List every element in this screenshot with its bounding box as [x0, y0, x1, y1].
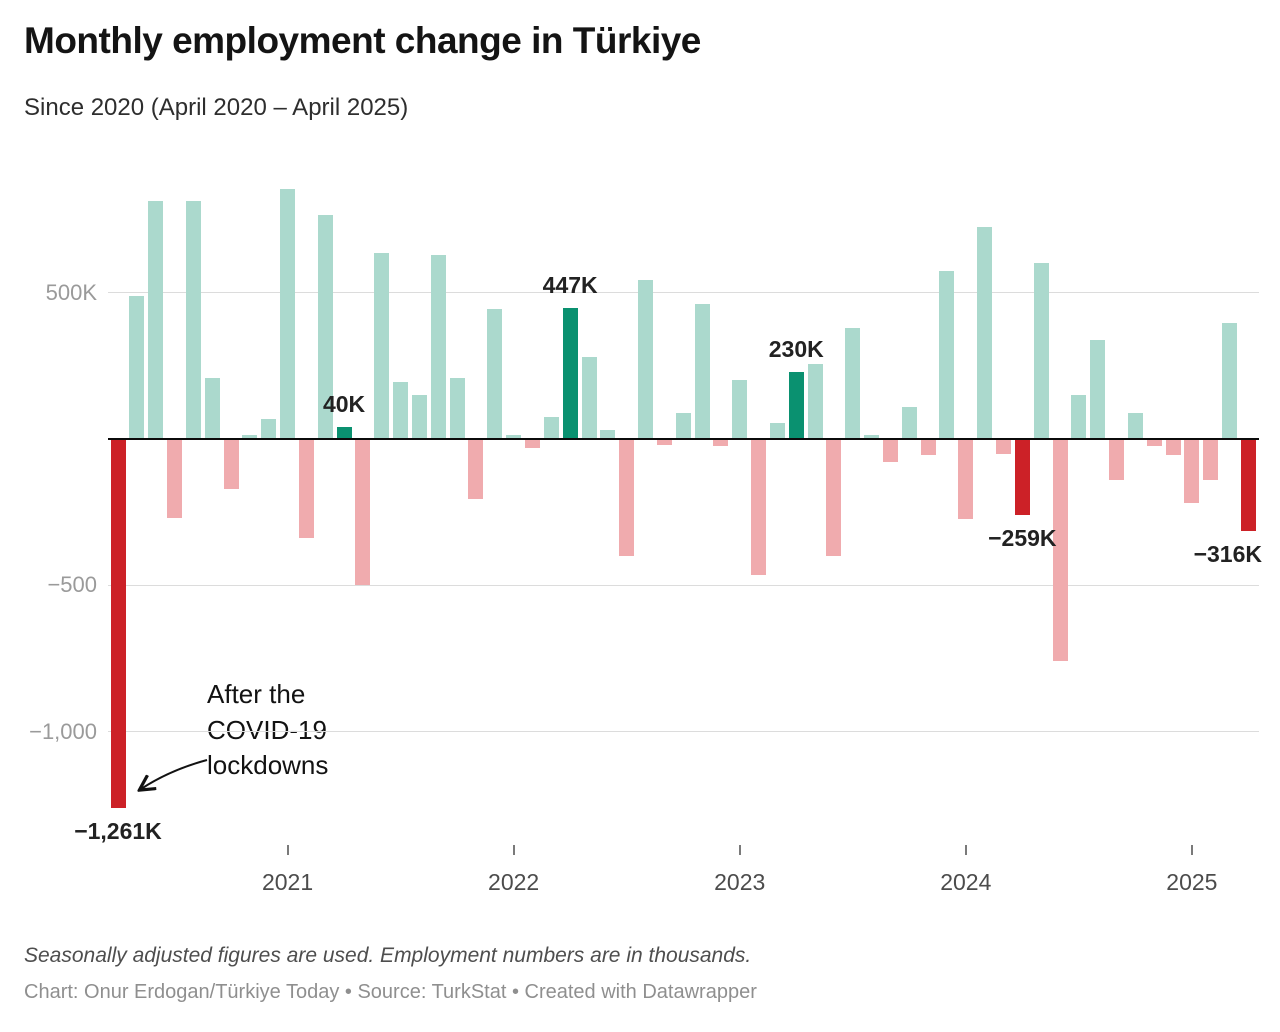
x-axis-baseline — [108, 437, 1259, 441]
chart-subtitle: Since 2020 (April 2020 – April 2025) — [24, 94, 409, 121]
bar-2020-07 — [167, 439, 183, 518]
bar-2022-11 — [694, 304, 710, 439]
covid-note-line-3: lockdowns — [207, 750, 329, 780]
bar-2025-03 — [1222, 323, 1238, 439]
bar-2024-02 — [977, 226, 993, 439]
bar-2024-03 — [995, 439, 1011, 454]
bar-2023-11 — [920, 439, 936, 456]
bar-2024-12 — [1165, 439, 1181, 456]
value-label-230K: 230K — [768, 335, 824, 362]
bar-2022-04 — [562, 308, 578, 439]
bar-2024-11 — [1146, 439, 1162, 447]
bar-2021-02 — [298, 439, 314, 539]
bar-2021-01 — [280, 188, 296, 439]
bar-2020-12 — [261, 418, 277, 439]
bar-2021-10 — [449, 377, 465, 439]
bar-2022-08 — [638, 279, 654, 439]
bar-2020-04 — [110, 439, 126, 808]
bar-2023-02 — [751, 439, 767, 576]
bar-2022-03 — [543, 417, 559, 439]
bar-2023-07 — [845, 327, 861, 439]
bar-2022-05 — [581, 357, 597, 439]
gridline-500 — [108, 291, 1259, 294]
bar-2024-09 — [1109, 439, 1125, 480]
bar-2021-04 — [336, 427, 352, 439]
x-axis-label-2021: 2021 — [261, 869, 314, 895]
bar-2021-07 — [393, 381, 409, 439]
bar-2024-01 — [958, 439, 974, 520]
credit-line: Chart: Onur Erdogan/Türkiye Today • Sour… — [24, 981, 757, 1003]
bar-2021-12 — [487, 308, 503, 439]
bar-2023-05 — [807, 364, 823, 439]
gridline--1000 — [108, 730, 1259, 733]
bar-2023-03 — [769, 422, 785, 439]
bar-2025-04 — [1240, 439, 1256, 532]
bar-2023-10 — [901, 406, 917, 439]
bar-2020-09 — [204, 377, 220, 439]
x-axis-label-2022: 2022 — [488, 869, 540, 895]
bar-2023-04 — [788, 371, 804, 439]
bar-2023-08 — [864, 435, 880, 439]
covid-note-line-1: After the — [207, 679, 306, 709]
bar-2021-06 — [374, 253, 390, 439]
bar-2021-08 — [411, 395, 427, 439]
bar-2024-07 — [1071, 395, 1087, 439]
y-axis-label--1000: −1,000 — [29, 718, 97, 744]
x-tick-2024 — [964, 845, 967, 855]
x-axis-label-2024: 2024 — [940, 869, 992, 895]
covid-note-line-2: COVID-19 — [207, 714, 327, 745]
bar-2020-05 — [129, 295, 145, 439]
gridline--500 — [108, 584, 1259, 587]
bar-2021-03 — [317, 215, 333, 439]
y-axis-label-500: 500K — [45, 279, 97, 305]
value-label-40K: 40K — [322, 391, 366, 418]
bar-2022-02 — [524, 439, 540, 448]
bar-2021-05 — [355, 439, 371, 586]
x-tick-2025 — [1190, 845, 1193, 855]
bar-2024-08 — [1090, 339, 1106, 439]
bar-2020-10 — [223, 439, 239, 489]
x-tick-2022 — [512, 845, 515, 855]
bar-2022-01 — [506, 435, 522, 439]
value-label-−259K: −259K — [988, 524, 1057, 551]
bar-2023-01 — [732, 380, 748, 439]
bar-2023-06 — [826, 439, 842, 557]
covid-annotation: After the COVID-19 lockdowns — [207, 677, 328, 784]
bar-2022-12 — [713, 439, 729, 447]
bar-2023-09 — [882, 439, 898, 463]
bar-2020-06 — [148, 200, 164, 439]
chart-title: Monthly employment change in Türkiye — [24, 20, 701, 61]
bar-2022-10 — [675, 412, 691, 439]
bar-2022-07 — [619, 439, 635, 557]
x-tick-2021 — [286, 845, 289, 855]
x-tick-2023 — [738, 845, 741, 855]
bar-2020-08 — [185, 200, 201, 439]
bar-2023-12 — [939, 270, 955, 439]
bar-2025-01 — [1184, 439, 1200, 504]
bar-2020-11 — [242, 435, 258, 439]
x-axis-label-2023: 2023 — [714, 869, 766, 895]
bar-2024-05 — [1033, 263, 1049, 439]
value-label-−316K: −316K — [1193, 541, 1262, 568]
bar-2022-09 — [656, 439, 672, 445]
bar-2024-04 — [1014, 439, 1030, 515]
bar-2021-09 — [430, 254, 446, 439]
bar-2024-10 — [1127, 412, 1143, 439]
bar-2022-06 — [600, 430, 616, 439]
bar-2021-11 — [468, 439, 484, 499]
value-label-447K: 447K — [542, 272, 598, 299]
value-label-−1,261K: −1,261K — [74, 817, 162, 844]
bar-2025-02 — [1203, 439, 1219, 480]
annotation-arrow-icon — [125, 759, 208, 800]
y-axis-label--500: −500 — [47, 572, 97, 598]
x-axis-label-2025: 2025 — [1166, 869, 1218, 895]
bar-2024-06 — [1052, 439, 1068, 662]
footnote: Seasonally adjusted figures are used. Em… — [24, 944, 752, 967]
